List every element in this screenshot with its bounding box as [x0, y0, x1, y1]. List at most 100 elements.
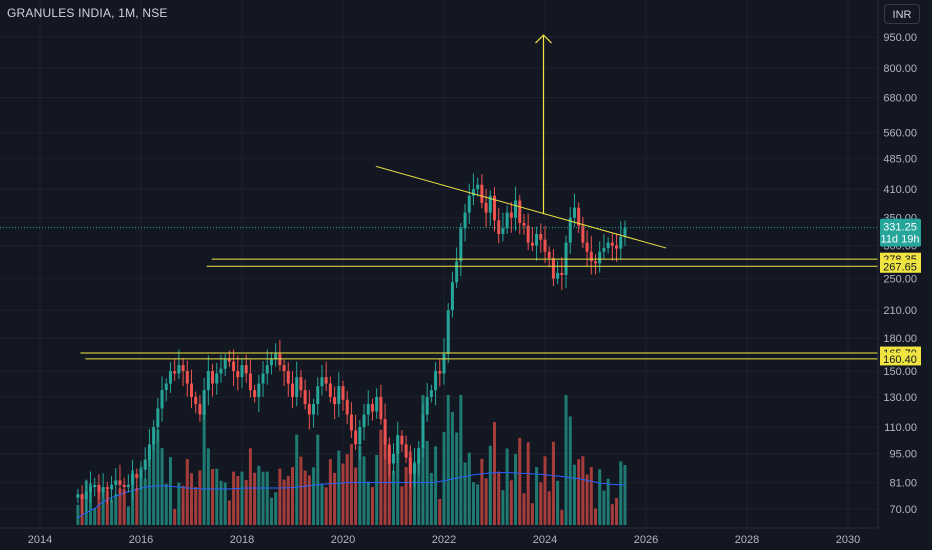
candle-body[interactable] [160, 390, 164, 409]
candle-body[interactable] [173, 371, 177, 374]
candle-body[interactable] [177, 365, 181, 374]
candle-body[interactable] [623, 227, 627, 237]
candle-body[interactable] [387, 444, 391, 464]
candle-body[interactable] [509, 212, 513, 218]
candle-body[interactable] [349, 414, 353, 431]
candle-body[interactable] [480, 184, 484, 203]
candle-body[interactable] [556, 272, 560, 279]
candle-body[interactable] [610, 242, 614, 246]
candle-body[interactable] [156, 408, 160, 428]
candle-body[interactable] [122, 484, 126, 488]
candle-body[interactable] [110, 484, 114, 490]
candle-body[interactable] [341, 386, 345, 400]
candle-body[interactable] [560, 272, 564, 276]
candle-body[interactable] [438, 371, 442, 374]
candle-body[interactable] [413, 463, 417, 474]
candle-body[interactable] [501, 228, 505, 234]
candle-body[interactable] [337, 386, 341, 405]
candle-body[interactable] [362, 414, 366, 428]
candle-body[interactable] [185, 371, 189, 384]
candle-body[interactable] [307, 404, 311, 415]
candle-body[interactable] [370, 404, 374, 412]
candle-body[interactable] [261, 373, 265, 384]
candle-body[interactable] [434, 371, 438, 391]
candle-body[interactable] [488, 195, 492, 213]
candle-body[interactable] [164, 383, 168, 391]
candle-body[interactable] [206, 371, 210, 391]
candle-body[interactable] [147, 444, 151, 460]
candle-body[interactable] [404, 444, 408, 458]
candle-body[interactable] [391, 453, 396, 464]
candle-body[interactable] [189, 383, 194, 397]
candle-body[interactable] [429, 390, 433, 397]
candle-body[interactable] [320, 377, 324, 387]
candle-body[interactable] [248, 373, 252, 391]
candle-body[interactable] [265, 365, 269, 374]
candle-body[interactable] [303, 390, 307, 405]
candle-body[interactable] [244, 365, 248, 374]
candle-body[interactable] [442, 353, 446, 374]
candle-body[interactable] [375, 396, 379, 412]
candle-body[interactable] [551, 258, 555, 279]
candle-body[interactable] [80, 494, 84, 499]
candle-body[interactable] [467, 195, 471, 213]
candle-body[interactable] [408, 457, 412, 474]
candle-body[interactable] [619, 236, 623, 249]
candle-body[interactable] [93, 484, 97, 488]
candle-body[interactable] [240, 365, 244, 378]
candle-body[interactable] [84, 491, 88, 499]
candle-body[interactable] [400, 435, 404, 445]
candle-body[interactable] [126, 484, 130, 488]
price-axis[interactable]: 950.00800.00680.00560.00485.00410.00350.… [877, 0, 917, 528]
candle-body[interactable] [257, 383, 261, 397]
candle-body[interactable] [379, 396, 383, 420]
candle-body[interactable] [514, 200, 518, 218]
candle-body[interactable] [497, 220, 501, 234]
candle-body[interactable] [354, 430, 358, 445]
candle-body[interactable] [581, 225, 585, 243]
candle-body[interactable] [484, 202, 488, 213]
candle-body[interactable] [312, 404, 316, 415]
candle-body[interactable] [168, 371, 172, 384]
candle-body[interactable] [358, 427, 362, 445]
candle-body[interactable] [295, 377, 299, 397]
candle-body[interactable] [101, 487, 105, 492]
candle-body[interactable] [577, 207, 581, 226]
candle-body[interactable] [97, 484, 101, 492]
candle-body[interactable] [152, 427, 156, 445]
candle-body[interactable] [194, 396, 198, 405]
candle-body[interactable] [105, 487, 109, 490]
candle-body[interactable] [139, 469, 143, 479]
candle-body[interactable] [463, 212, 467, 229]
candle-body[interactable] [316, 386, 320, 405]
candle-body[interactable] [585, 242, 589, 252]
candle-body[interactable] [396, 435, 400, 454]
candle-body[interactable] [572, 207, 576, 218]
candle-body[interactable] [535, 233, 539, 246]
candle-body[interactable] [286, 371, 290, 384]
candle-body[interactable] [236, 371, 240, 378]
candle-body[interactable] [328, 383, 332, 397]
candle-body[interactable] [455, 261, 459, 283]
candle-body[interactable] [446, 310, 450, 354]
candle-body[interactable] [299, 377, 303, 391]
candle-body[interactable] [598, 251, 602, 264]
candle-body[interactable] [606, 242, 610, 249]
time-axis[interactable]: 2014 2016 2018 2020 2022 2024 2026 2028 2030 [0, 527, 878, 546]
candle-body[interactable] [223, 359, 227, 369]
candle-body[interactable] [290, 383, 295, 397]
candle-body[interactable] [476, 184, 480, 190]
candle-body[interactable] [492, 195, 497, 221]
candle-body[interactable] [539, 233, 543, 240]
descending-trendline[interactable] [375, 165, 667, 249]
candle-body[interactable] [143, 459, 147, 470]
candle-body[interactable] [135, 473, 139, 479]
candle-body[interactable] [278, 353, 282, 366]
breakout-arrow-head[interactable] [535, 34, 552, 44]
candle-body[interactable] [593, 261, 598, 264]
candle-body[interactable] [181, 365, 185, 372]
candle-body[interactable] [227, 359, 231, 362]
candle-body[interactable] [421, 414, 425, 449]
candle-body[interactable] [518, 200, 522, 223]
